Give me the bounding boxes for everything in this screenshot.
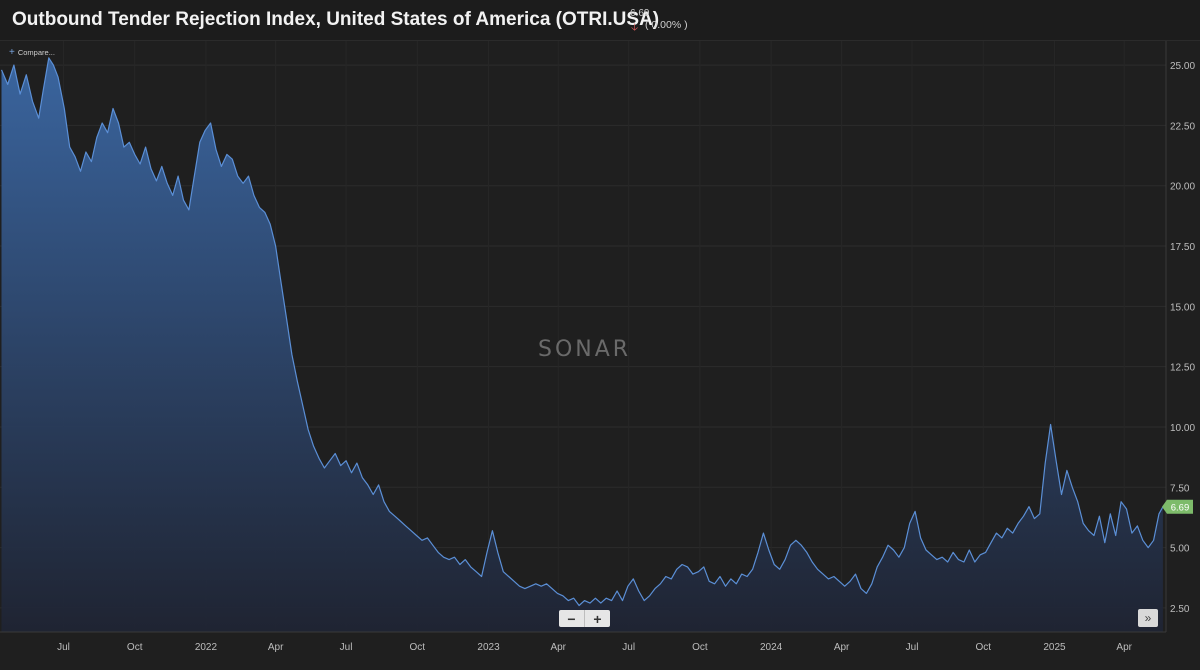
x-tick-label: 2025	[1043, 642, 1066, 653]
series-area	[1, 57, 1163, 632]
x-tick-label: Apr	[834, 642, 850, 653]
badge-shape	[1162, 499, 1193, 514]
axes: 25.00 22.50 20.00 17.50 15.00 12.50 10.00 7.50 5…	[0, 41, 1195, 653]
y-tick-label: 22.50	[1170, 121, 1195, 132]
x-tick-label: Apr	[268, 642, 284, 653]
x-tick-label: Jul	[622, 642, 635, 653]
series-line	[0, 57, 1164, 607]
y-tick-label: 25.00	[1170, 61, 1195, 72]
plus-icon: +	[9, 47, 15, 58]
x-tick-label: Apr	[1116, 642, 1132, 653]
x-tick-label: Jul	[906, 642, 919, 653]
zoom-control: − +	[559, 610, 610, 627]
chart-header: Outbound Tender Rejection Index, United …	[0, 0, 1200, 41]
x-tick-label: Oct	[127, 642, 143, 653]
x-tick-label: 2023	[477, 642, 500, 653]
compare-button[interactable]: + Compare...	[9, 47, 55, 58]
y-tick-label: 15.00	[1170, 302, 1195, 313]
badge-label: 6.69	[1171, 502, 1190, 513]
y-tick-label: 7.50	[1170, 483, 1190, 494]
chart-title: Outbound Tender Rejection Index, United …	[12, 9, 660, 30]
x-tick-label: 2022	[195, 642, 218, 653]
x-tick-label: Oct	[410, 642, 426, 653]
last-value: 6.69	[630, 8, 650, 19]
compare-label: Compare...	[17, 48, 55, 57]
x-tick-label: Jul	[57, 642, 70, 653]
x-tick-label: Oct	[692, 642, 708, 653]
zoom-in-button[interactable]: +	[584, 610, 610, 627]
y-tick-label: 20.00	[1170, 182, 1195, 193]
x-tick-label: 2024	[760, 642, 783, 653]
series-layer	[0, 57, 1164, 632]
y-tick-label: 2.50	[1170, 604, 1190, 615]
y-tick-label: 10.00	[1170, 423, 1195, 434]
y-tick-label: 17.50	[1170, 242, 1195, 253]
y-tick-label: 12.50	[1170, 363, 1195, 374]
zoom-out-button[interactable]: −	[567, 610, 576, 627]
arrow-down-icon: 🡣	[631, 22, 639, 33]
scroll-to-end-button[interactable]: »	[1138, 609, 1158, 627]
sonar-watermark: SONAR	[538, 337, 632, 362]
y-tick-label: 5.00	[1170, 544, 1190, 555]
x-tick-label: Oct	[975, 642, 991, 653]
x-tick-label: Jul	[340, 642, 353, 653]
x-tick-label: Apr	[550, 642, 566, 653]
last-value-badge: 6.69	[1162, 499, 1193, 514]
percent-change: ( 0.00% )	[645, 19, 688, 31]
